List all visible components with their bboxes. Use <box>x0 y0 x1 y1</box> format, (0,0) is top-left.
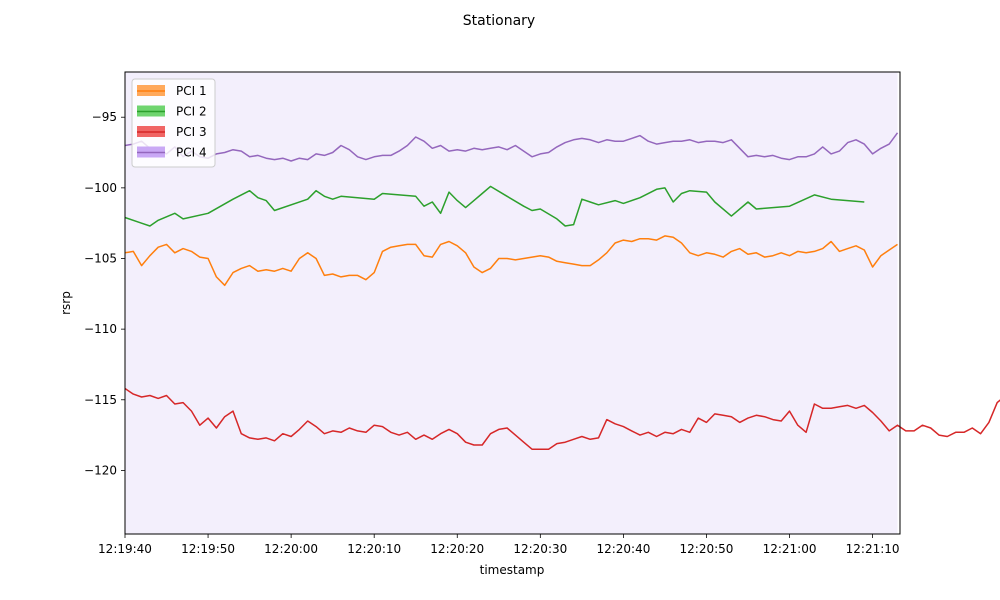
x-tick-label: 12:20:00 <box>264 542 318 556</box>
series-line-pci-4 <box>124 132 899 162</box>
chart-title: Stationary <box>463 13 535 29</box>
y-axis-label: rsrp <box>59 291 73 315</box>
y-tick-label: −105 <box>84 251 117 265</box>
legend-box <box>131 78 216 168</box>
plot-frame <box>124 71 901 535</box>
series-line-pci-3 <box>124 387 1000 450</box>
x-tick-label: 12:21:00 <box>763 542 817 556</box>
legend-label: PCI 1 <box>176 84 207 98</box>
x-axis: 12:19:40 12:19:50 12:20:00 12:20:10 12:20:20… <box>98 534 900 556</box>
x-tick-label: 12:20:10 <box>347 542 401 556</box>
y-tick-label: −100 <box>84 181 117 195</box>
legend-label: PCI 2 <box>176 105 207 119</box>
x-tick-label: 12:20:30 <box>513 542 567 556</box>
x-tick-label: 12:20:40 <box>596 542 650 556</box>
background-span-layer <box>125 72 898 534</box>
x-tick-label: 12:20:50 <box>680 542 734 556</box>
y-tick-label: −120 <box>84 463 117 477</box>
series-line-pci-1 <box>124 235 898 287</box>
x-tick-label: 12:21:10 <box>846 542 900 556</box>
x-tick-label: 12:19:50 <box>181 542 235 556</box>
series-line-pci-2 <box>124 185 865 227</box>
legend: PCI 1 PCI 2 PCI 3 PCI 4 <box>131 78 216 168</box>
legend-label: PCI 3 <box>176 125 207 139</box>
y-tick-label: −95 <box>92 110 117 124</box>
y-tick-label: −110 <box>84 322 117 336</box>
x-tick-label: 12:19:40 <box>98 542 152 556</box>
series-layer <box>124 132 1000 450</box>
x-axis-label: timestamp <box>480 563 545 577</box>
highlight-span <box>125 72 898 534</box>
y-axis: −95 −100 −105 −110 −115 −120 <box>84 110 125 477</box>
legend-label: PCI 4 <box>176 146 207 160</box>
y-tick-label: −115 <box>84 393 117 407</box>
x-tick-label: 12:20:20 <box>430 542 484 556</box>
